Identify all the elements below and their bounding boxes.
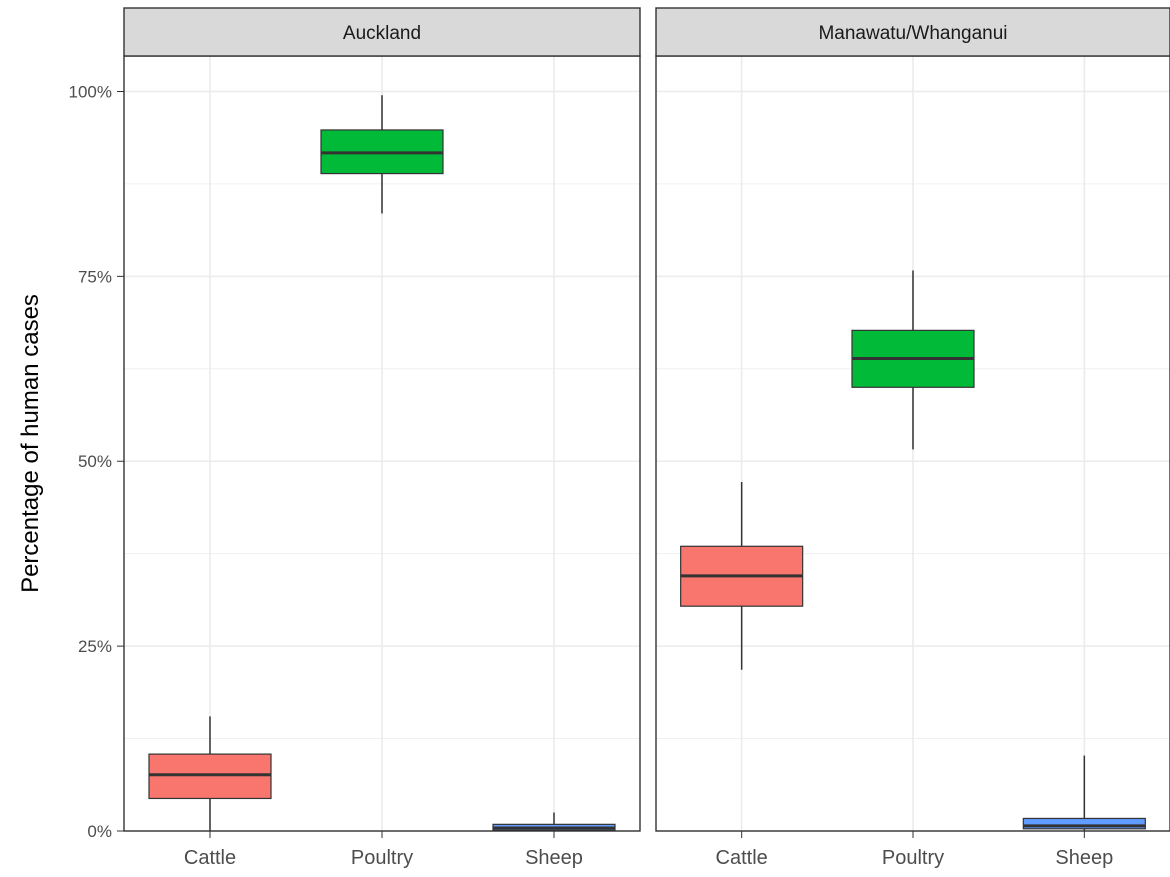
x-tick-label: Cattle: [716, 847, 768, 869]
x-tick-label: Sheep: [1055, 847, 1113, 869]
x-tick-label: Poultry: [882, 847, 944, 869]
facet-strip: [123, 7, 641, 57]
y-tick-label: 25%: [78, 637, 112, 656]
facet-title: Auckland: [343, 23, 421, 44]
x-tick-label: Poultry: [351, 847, 413, 869]
y-axis-title: Percentage of human cases: [17, 294, 44, 593]
box-sheep: [1022, 817, 1146, 830]
y-tick-label: 75%: [78, 267, 112, 286]
facet-title: Manawatu/Whanganui: [818, 23, 1007, 44]
y-tick-label: 50%: [78, 452, 112, 471]
y-tick-label: 0%: [87, 822, 112, 841]
y-tick-label: 100%: [69, 82, 112, 101]
x-tick-label: Sheep: [525, 847, 583, 869]
x-tick-label: Cattle: [184, 847, 236, 869]
facet-strip: [655, 7, 1170, 57]
